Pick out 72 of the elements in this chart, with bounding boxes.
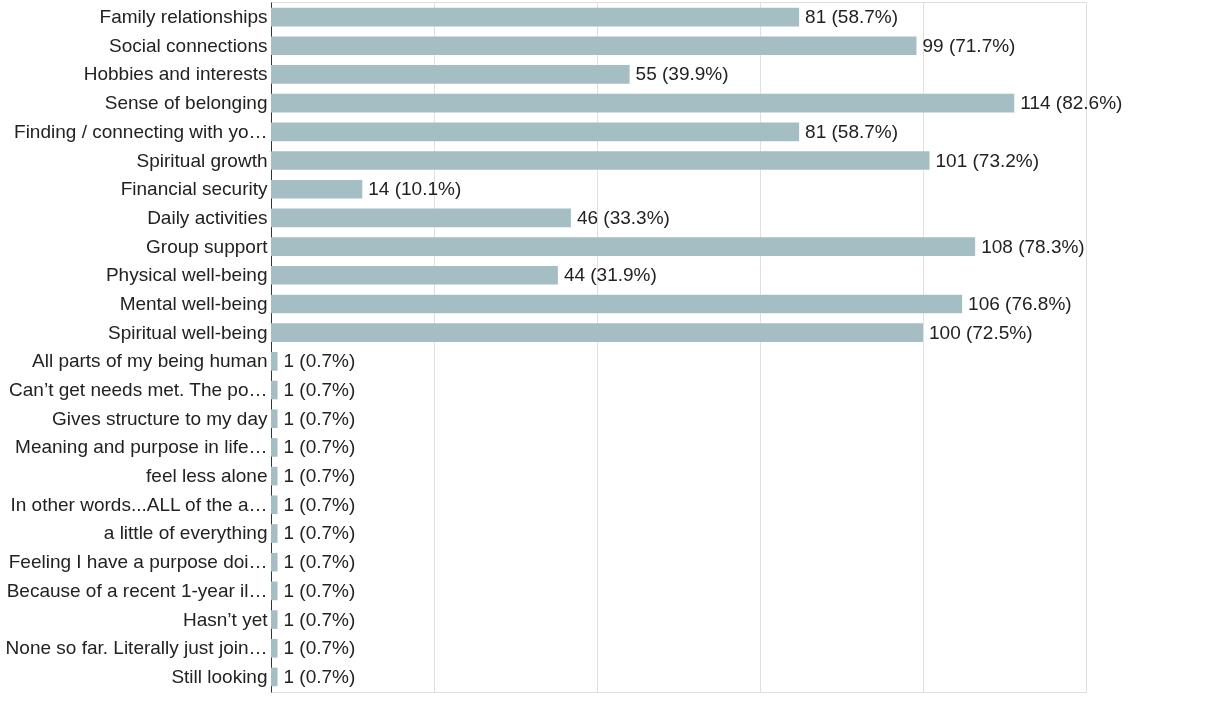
y-tick-label: Feeling I have a purpose doi… <box>8 551 268 573</box>
y-tick-label: Spiritual well-being <box>108 321 268 343</box>
y-tick-label: None so far. Literally just join… <box>5 637 268 659</box>
bar <box>271 7 800 27</box>
y-tick-label: Meaning and purpose in life… <box>15 436 268 458</box>
data-label: 1 (0.7%) <box>283 465 356 487</box>
data-label: 1 (0.7%) <box>283 665 356 687</box>
data-label: 1 (0.7%) <box>283 407 356 429</box>
y-tick-label: Sense of belonging <box>104 92 268 114</box>
bar <box>271 323 923 342</box>
y-tick-label: Finding / connecting with yo… <box>14 120 268 142</box>
bar <box>271 438 278 457</box>
data-label: 1 (0.7%) <box>283 493 356 515</box>
data-label: 1 (0.7%) <box>283 436 356 458</box>
data-label: 55 (39.9%) <box>635 63 729 85</box>
bar <box>271 93 1015 113</box>
data-label: 1 (0.7%) <box>283 637 356 659</box>
bar <box>271 65 630 84</box>
y-tick-label: Hasn’t yet <box>183 608 269 630</box>
y-tick-label: Physical well-being <box>105 264 268 286</box>
data-label: 1 (0.7%) <box>283 379 356 401</box>
bar <box>271 352 278 371</box>
y-tick-label: Family relationships <box>99 6 268 28</box>
bar <box>271 495 278 515</box>
y-tick-label: Still looking <box>171 665 268 687</box>
data-label: 44 (31.9%) <box>563 264 657 286</box>
data-label: 106 (76.8%) <box>968 292 1072 314</box>
data-label: 1 (0.7%) <box>283 522 356 544</box>
data-label: 114 (82.6%) <box>1020 92 1123 114</box>
bar <box>271 179 363 199</box>
bar <box>271 380 278 400</box>
bar <box>271 466 278 486</box>
data-label: 101 (73.2%) <box>935 149 1040 171</box>
data-label: 1 (0.7%) <box>283 579 356 601</box>
y-tick-label: Because of a recent 1-year il… <box>6 579 268 601</box>
y-tick-label: Daily activities <box>147 206 268 228</box>
bar <box>271 552 278 572</box>
bar <box>271 581 278 601</box>
data-label: 108 (78.3%) <box>981 235 1085 257</box>
data-label: 99 (71.7%) <box>922 34 1016 56</box>
data-label: 1 (0.7%) <box>283 608 356 630</box>
bar <box>271 409 278 429</box>
y-tick-label: feel less alone <box>146 465 268 487</box>
bar <box>271 151 930 170</box>
bar <box>271 122 800 142</box>
y-tick-label: Hobbies and interests <box>83 63 268 85</box>
y-tick-label: All parts of my being human <box>31 350 268 372</box>
y-tick-label: Gives structure to my day <box>52 407 268 429</box>
bar <box>271 638 278 658</box>
bar <box>271 294 963 314</box>
y-tick-label: Mental well-being <box>119 292 268 314</box>
data-label: 1 (0.7%) <box>283 350 356 372</box>
data-label: 81 (58.7%) <box>805 6 899 28</box>
data-label: 81 (58.7%) <box>805 120 899 142</box>
y-tick-label: Group support <box>146 235 269 257</box>
bar <box>271 36 917 56</box>
y-tick-label: Spiritual growth <box>136 149 268 171</box>
bar <box>271 667 278 687</box>
y-tick-label: a little of everything <box>103 522 268 544</box>
bar <box>271 524 278 543</box>
data-label: 14 (10.1%) <box>368 178 462 200</box>
y-tick-label: Can’t get needs met. The po… <box>9 379 268 401</box>
data-label: 100 (72.5%) <box>929 321 1033 343</box>
bar <box>271 610 278 629</box>
bar <box>271 208 571 228</box>
y-tick-label: Social connections <box>109 34 268 56</box>
bar <box>271 237 976 256</box>
data-label: 1 (0.7%) <box>283 551 356 573</box>
bar <box>271 265 558 285</box>
y-tick-label: Financial security <box>120 178 268 200</box>
data-label: 46 (33.3%) <box>576 206 670 228</box>
y-tick-label: In other words...ALL of the a… <box>10 493 268 515</box>
